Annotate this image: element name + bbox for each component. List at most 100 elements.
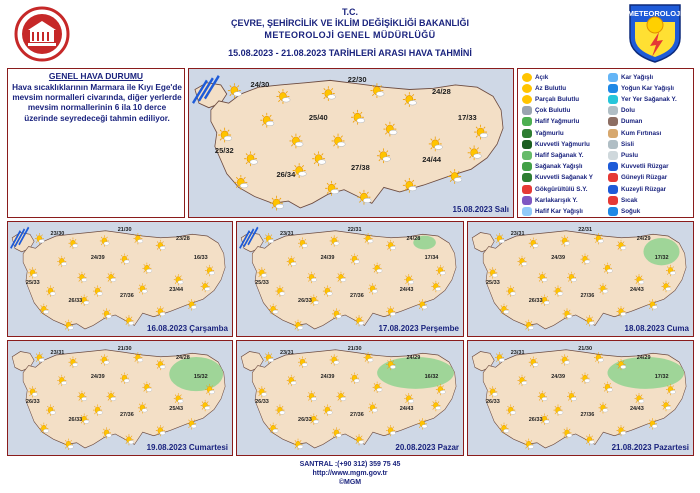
weather-icon bbox=[64, 319, 74, 331]
weather-icon bbox=[594, 232, 604, 245]
land-shape bbox=[22, 230, 226, 330]
weather-icon bbox=[585, 315, 595, 327]
legend-item: Duman bbox=[608, 117, 642, 127]
weather-icon bbox=[336, 390, 347, 403]
weather-icon bbox=[594, 351, 604, 364]
turkey-map bbox=[471, 230, 687, 331]
temperature-label: 27/38 bbox=[351, 163, 370, 173]
legend-label: Yağmurlu bbox=[535, 129, 564, 137]
weather-icon bbox=[270, 195, 284, 211]
wind-arrow bbox=[239, 230, 251, 249]
weather-icon bbox=[187, 299, 197, 311]
footer-phone: SANTRAL :(+90 312) 359 75 45 bbox=[299, 461, 401, 468]
legend-item: Az Bulutlu bbox=[522, 83, 566, 93]
general-weather-title: GENEL HAVA DURUMU bbox=[48, 71, 144, 81]
rain-area bbox=[607, 356, 684, 389]
weather-icon bbox=[537, 271, 548, 284]
weather-icon bbox=[567, 271, 577, 284]
legend-item: Yer Yer Sağanak Y. bbox=[608, 94, 677, 104]
temperature-label: 24/39 bbox=[551, 255, 566, 262]
footer-website-link[interactable]: http://www.mgm.gov.tr bbox=[312, 470, 388, 477]
temperature-label: 24/28 bbox=[406, 235, 421, 242]
weather-icon bbox=[329, 235, 340, 247]
map-date-label: 21.08.2023 Pazartesi bbox=[611, 443, 689, 452]
legend-label: Kum Fırtınası bbox=[621, 129, 662, 137]
forecast-map: 23/31 22/31 24/29 24/39 17/32 25/33 27/36 24/43… bbox=[467, 221, 694, 337]
legend-item: Çok Bulutlu bbox=[522, 106, 570, 116]
legend-item: Dolu bbox=[608, 106, 635, 116]
legend-item: Soğuk bbox=[608, 206, 640, 216]
weather-icon bbox=[372, 381, 383, 393]
legend-item: Kuvvetli Sağanak Y bbox=[522, 173, 593, 183]
weather-icon bbox=[173, 274, 184, 286]
legend-symbol-icon bbox=[522, 128, 532, 138]
turkey-map bbox=[239, 226, 457, 331]
temperature-label: 24/39 bbox=[320, 255, 335, 262]
rain-area bbox=[377, 356, 454, 389]
legend-label: Kuvvetli Rüzgar bbox=[621, 163, 669, 171]
temperature-label: 16/32 bbox=[424, 374, 439, 381]
weather-icon bbox=[383, 121, 398, 137]
legend-label: Karlakarışık Y. bbox=[535, 196, 578, 204]
weather-icon bbox=[275, 285, 286, 297]
weather-icon bbox=[598, 283, 609, 295]
weather-icon bbox=[46, 285, 56, 297]
turkey-map bbox=[471, 349, 687, 450]
map-date-label: 19.08.2023 Cumartesi bbox=[146, 443, 228, 452]
legend-symbol-icon bbox=[522, 83, 532, 93]
weather-icon bbox=[46, 404, 56, 416]
weather-icon bbox=[386, 358, 396, 371]
weather-icon bbox=[307, 271, 317, 284]
weather-icon bbox=[537, 390, 548, 403]
weather-icon bbox=[661, 399, 672, 412]
weather-icon bbox=[57, 374, 67, 387]
legend-item: Kum Fırtınası bbox=[608, 128, 661, 138]
legend-label: Kuzeyli Rüzgar bbox=[621, 185, 667, 193]
temperature-label: 22/31 bbox=[578, 226, 593, 233]
weather-icon bbox=[553, 285, 564, 297]
weather-icon bbox=[268, 422, 279, 435]
weather-icon bbox=[386, 424, 396, 437]
legend-label: Sisli bbox=[621, 140, 634, 148]
temperature-label: 24/39 bbox=[90, 255, 105, 262]
temperature-label: 25/43 bbox=[169, 405, 184, 412]
weather-icon bbox=[155, 358, 166, 371]
weather-icon bbox=[329, 354, 340, 366]
wind-arrow bbox=[191, 79, 208, 104]
temperature-label: 24/43 bbox=[399, 286, 414, 293]
temperature-label: 24/30 bbox=[250, 80, 270, 90]
weather-icon bbox=[435, 383, 446, 396]
weather-icon bbox=[218, 127, 232, 143]
weather-icon bbox=[354, 434, 365, 446]
legend-symbol-icon bbox=[522, 184, 532, 194]
legend-label: Çok Bulutlu bbox=[535, 107, 571, 115]
weather-icon bbox=[307, 390, 317, 403]
weather-icon bbox=[488, 386, 498, 398]
weather-icon bbox=[155, 305, 166, 318]
weather-icon bbox=[244, 151, 258, 167]
weather-icon bbox=[187, 418, 197, 430]
weather-icon bbox=[68, 356, 79, 368]
legend-item: Hafif Kar Yağışlı bbox=[522, 206, 583, 216]
land-shape bbox=[482, 230, 687, 330]
weather-icon bbox=[142, 262, 152, 274]
weather-icon bbox=[431, 399, 442, 412]
temperature-label: 23/31 bbox=[510, 349, 525, 356]
legend-label: Az Bulutlu bbox=[535, 84, 567, 92]
weather-icon bbox=[435, 264, 446, 277]
weather-icon bbox=[99, 354, 110, 366]
weather-icon bbox=[495, 232, 505, 245]
weather-icon bbox=[298, 237, 308, 249]
weather-icon bbox=[634, 393, 645, 405]
weather-icon bbox=[79, 413, 90, 425]
legend-symbol-icon bbox=[522, 94, 532, 104]
legend-symbol-icon bbox=[522, 117, 532, 127]
weather-icon bbox=[499, 303, 510, 316]
legend-symbol-icon bbox=[522, 150, 532, 160]
legend-label: Soğuk bbox=[621, 207, 641, 215]
temperature-label: 21/30 bbox=[117, 345, 132, 352]
temperature-label: 25/33 bbox=[255, 279, 269, 286]
weather-icon bbox=[289, 133, 304, 149]
temperature-label: 16/33 bbox=[193, 255, 208, 262]
temperature-label: 17/32 bbox=[654, 374, 669, 381]
